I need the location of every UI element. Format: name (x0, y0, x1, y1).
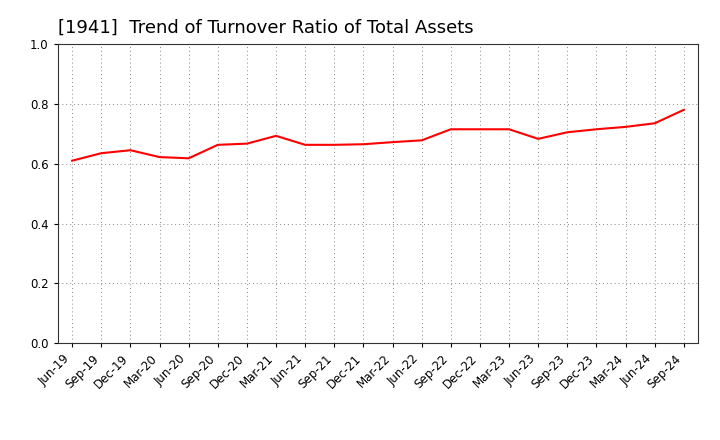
Text: [1941]  Trend of Turnover Ratio of Total Assets: [1941] Trend of Turnover Ratio of Total … (58, 19, 473, 37)
